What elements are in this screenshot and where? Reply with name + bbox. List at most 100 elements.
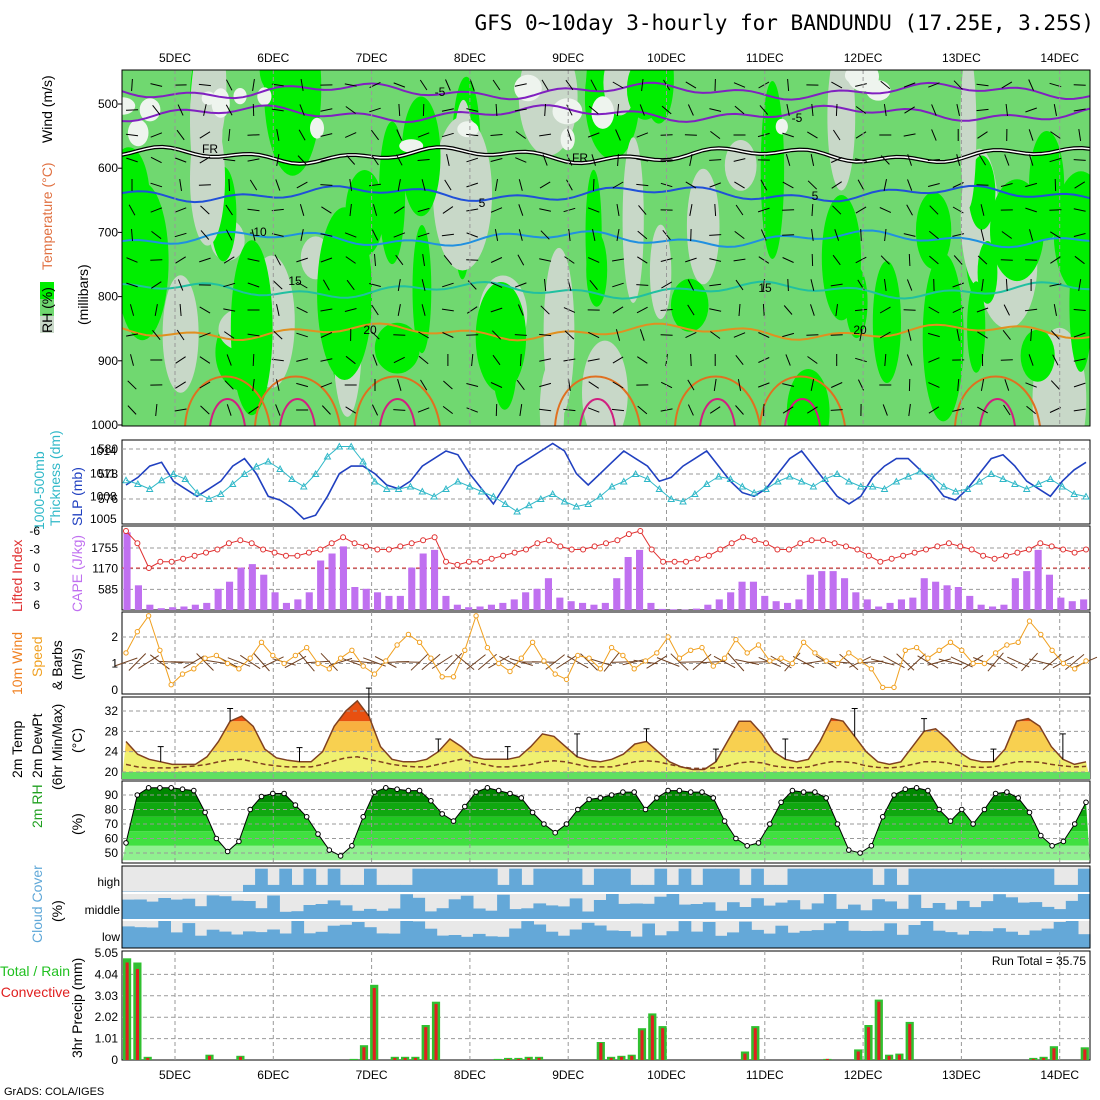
wind-speed-point	[778, 655, 784, 661]
cape-bar	[499, 602, 507, 610]
contour-label: 5	[479, 196, 486, 210]
rh-point	[168, 785, 174, 791]
cloud-high	[932, 868, 946, 893]
wind-speed-point	[800, 639, 807, 645]
isotherm	[674, 375, 761, 426]
li-point	[683, 558, 689, 565]
wind-barb	[956, 154, 961, 166]
wind-barb	[179, 303, 182, 317]
wind-barb	[369, 107, 381, 113]
temp-tick: 32	[105, 704, 119, 718]
rh-point	[1071, 821, 1078, 827]
cape-bar	[727, 592, 735, 610]
cloud-high	[727, 868, 740, 893]
cloud-high	[1017, 868, 1031, 893]
wind-barb	[299, 104, 305, 116]
cape-bar	[556, 597, 564, 610]
wind-barb	[738, 303, 741, 317]
contour-label: -5	[435, 85, 446, 99]
cloud-high	[1041, 868, 1055, 893]
li-point	[191, 552, 198, 559]
thickness-point	[916, 467, 924, 475]
wind-barb	[787, 278, 789, 292]
thickness-point	[691, 489, 699, 497]
pressure-tick: 600	[98, 161, 118, 175]
wind-barb	[396, 661, 421, 663]
footer-credit: GrADS: COLA/IGES	[4, 1086, 104, 1098]
wind-barb	[204, 659, 229, 665]
wind-barb	[1005, 103, 1008, 117]
wind-barb	[617, 153, 619, 167]
cape-bar	[214, 588, 222, 610]
li-point	[1083, 546, 1089, 553]
wind-barb	[806, 334, 819, 336]
wind-barb	[832, 254, 841, 266]
wind-barb	[128, 653, 147, 671]
li-point	[168, 558, 175, 565]
wind-barb	[831, 181, 842, 189]
li-point	[340, 534, 347, 541]
cloud-middle	[521, 908, 534, 920]
wind-barb	[792, 655, 815, 669]
contour-label: 15	[288, 274, 302, 288]
wind-barb	[490, 134, 503, 136]
wind-barb	[296, 358, 309, 362]
wind-barb	[637, 356, 648, 364]
wind-barb	[490, 257, 503, 263]
wind-barb	[622, 658, 647, 666]
wind-barb	[615, 129, 621, 141]
wind-barb	[884, 228, 887, 242]
thickness-point	[643, 474, 652, 482]
thickness-point	[134, 479, 142, 487]
cloud-low	[848, 930, 861, 948]
cape-bar	[1057, 597, 1065, 610]
cloud-low	[206, 929, 220, 948]
cape-bar	[226, 581, 234, 610]
li-point	[465, 558, 472, 565]
wind-barb	[978, 154, 987, 166]
li-point	[145, 565, 152, 571]
thickness-line	[125, 446, 1087, 513]
wind-barb	[811, 103, 814, 117]
cloud-low	[823, 923, 837, 948]
wind-speed-point	[721, 655, 728, 661]
wind-barb	[1049, 407, 1062, 413]
precip-convective-bar	[413, 1057, 417, 1060]
thickness-point	[880, 484, 889, 492]
cloud-high	[654, 868, 668, 893]
wind-barb	[903, 233, 916, 237]
thickness-point	[122, 476, 130, 484]
wind-barb	[466, 654, 486, 670]
li-point	[980, 552, 987, 559]
wind-barb	[466, 232, 478, 238]
wind-barb	[588, 257, 600, 263]
cloud-high	[315, 884, 329, 893]
cape-bar	[738, 581, 746, 610]
cloud-middle	[751, 898, 764, 920]
wind-barb	[737, 379, 742, 391]
cloud-high	[243, 884, 256, 893]
cloud-low	[364, 927, 377, 948]
rh-point	[337, 853, 344, 859]
wind-barb	[298, 129, 306, 141]
precip-convective-bar	[619, 1056, 623, 1060]
cloud-high	[593, 868, 607, 893]
wind-barb	[687, 379, 695, 391]
wind-barb	[300, 229, 304, 241]
cape-bar	[1023, 571, 1031, 610]
li-point	[351, 540, 358, 547]
wind-barb	[126, 157, 138, 163]
wind-barb	[393, 409, 406, 411]
wind-barb	[564, 330, 575, 340]
wind-speed-point	[733, 636, 739, 643]
thickness-point	[679, 497, 687, 505]
wind-barb	[1005, 278, 1008, 292]
freezing-line	[122, 146, 1090, 165]
cloud-high	[424, 868, 438, 893]
wind-barb	[811, 229, 814, 241]
wind-barb	[760, 179, 768, 191]
contour-label: FR	[202, 142, 218, 156]
wind-barb	[709, 406, 721, 414]
wind-speed-point	[654, 650, 660, 656]
